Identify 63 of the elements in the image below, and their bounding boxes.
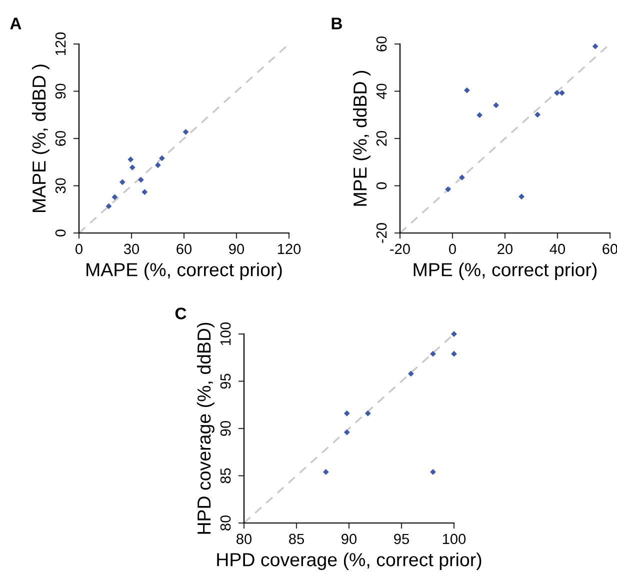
point <box>518 194 524 200</box>
point <box>322 469 329 475</box>
x-tick-label: 85 <box>289 534 304 544</box>
y-tick-label: 95 <box>220 374 231 389</box>
y-tick-label: 60 <box>55 130 66 146</box>
y-tick-label: 0 <box>376 182 387 190</box>
y-tick-label: 30 <box>55 178 66 194</box>
y-axis-title: HPD coverage (%, ddBD) <box>196 322 214 534</box>
y-tick-label: 20 <box>376 130 387 146</box>
point <box>464 87 470 94</box>
x-axis-title: HPD coverage (%, correct prior) <box>217 552 482 570</box>
point <box>119 179 126 186</box>
x-tick-label: 60 <box>176 244 192 254</box>
point <box>451 350 457 357</box>
x-tick-label: 0 <box>449 244 456 254</box>
point <box>142 189 148 195</box>
point <box>430 350 436 357</box>
chart-title: C <box>175 308 186 320</box>
x-tick-label: 90 <box>229 244 244 254</box>
y-tick-label: 90 <box>55 84 66 99</box>
point <box>554 90 560 96</box>
point <box>408 370 414 377</box>
x-tick-label: 120 <box>278 244 301 254</box>
point <box>559 90 565 96</box>
point <box>154 162 161 168</box>
y-axis-title: MAPE (%, ddBD ) <box>32 64 50 212</box>
y-tick-label: 120 <box>55 32 66 56</box>
x-tick-label: 40 <box>550 244 566 254</box>
x-axis-title: MPE (%, correct prior) <box>414 262 597 280</box>
chart-title: B <box>332 18 342 30</box>
x-tick-label: 80 <box>236 534 252 544</box>
y-tick-label: 80 <box>220 515 231 530</box>
y-tick-label: 40 <box>376 84 387 100</box>
x-tick-label: 0 <box>76 244 82 254</box>
x-tick-label: 90 <box>342 534 357 544</box>
point <box>344 429 350 436</box>
y-tick-label: 90 <box>220 420 231 436</box>
x-tick-label: 100 <box>442 534 466 544</box>
point <box>129 164 136 170</box>
point <box>182 128 189 135</box>
x-tick-label: -20 <box>390 244 410 254</box>
y-tick-label: 60 <box>376 36 387 52</box>
point <box>364 410 371 416</box>
point <box>128 156 134 162</box>
point <box>459 174 465 180</box>
point <box>445 186 451 192</box>
x-tick-label: 30 <box>124 244 140 254</box>
point <box>138 176 144 183</box>
y-tick-label: 85 <box>220 468 231 484</box>
y-tick-label: 0 <box>55 230 66 236</box>
point <box>476 112 482 118</box>
x-axis-title: MAPE (%, correct prior) <box>86 262 282 280</box>
y-tick-label: 100 <box>220 322 231 346</box>
point <box>534 112 540 118</box>
x-tick-label: 95 <box>394 534 409 544</box>
x-tick-label: 20 <box>498 244 513 254</box>
point <box>344 410 350 416</box>
point <box>592 43 598 50</box>
y-axis-title: MPE (%, ddBD ) <box>352 70 370 206</box>
chart-title: A <box>10 18 22 30</box>
point <box>159 155 165 162</box>
point <box>112 194 118 200</box>
point <box>493 102 500 108</box>
